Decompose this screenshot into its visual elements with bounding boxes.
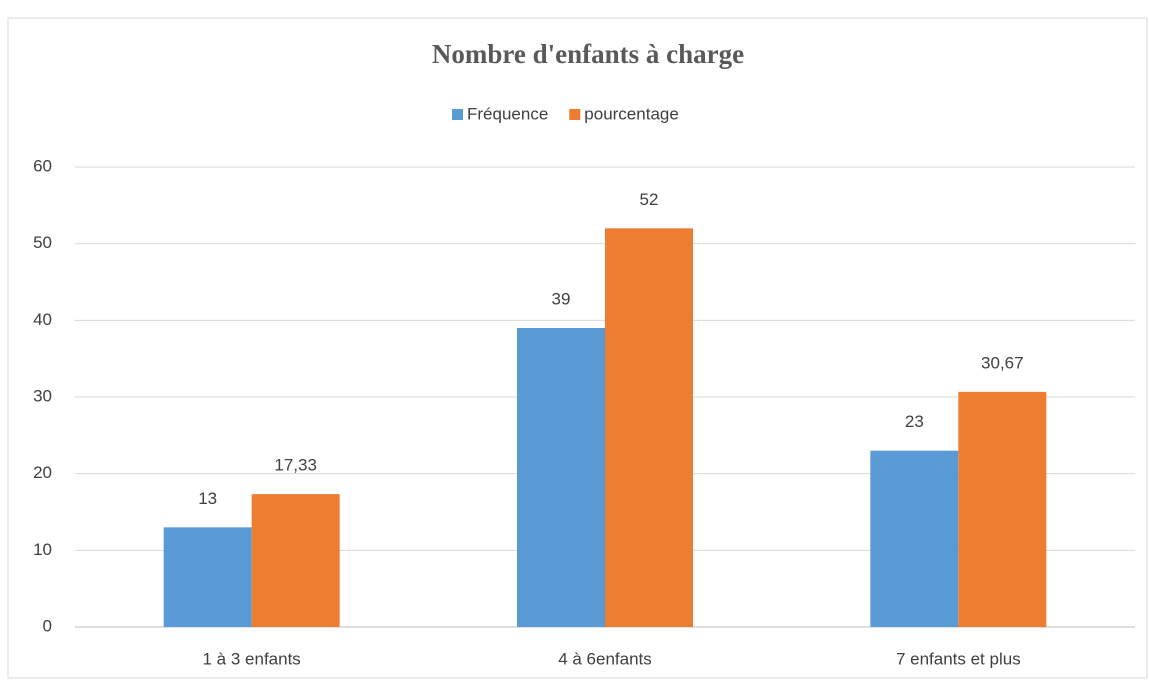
chart-title: Nombre d'enfants à charge	[432, 39, 744, 69]
legend-label: Fréquence	[467, 104, 548, 123]
bar	[958, 391, 1047, 627]
data-label: 39	[552, 289, 571, 308]
legend-label: pourcentage	[584, 104, 679, 123]
bar	[605, 228, 693, 628]
data-label: 13	[198, 489, 217, 508]
y-tick-label: 50	[33, 233, 52, 252]
y-tick-label: 10	[33, 540, 52, 559]
legend-swatch	[569, 109, 581, 120]
y-tick-label: 0	[43, 616, 52, 635]
data-label: 30,67	[981, 353, 1024, 372]
legend-swatch	[452, 109, 463, 120]
y-tick-label: 30	[33, 386, 52, 405]
bar	[517, 328, 605, 627]
x-tick-label: 7 enfants et plus	[896, 649, 1021, 668]
data-label: 52	[640, 190, 659, 209]
y-tick-label: 60	[33, 156, 52, 175]
y-tick-label: 40	[33, 310, 52, 329]
bar	[163, 527, 252, 627]
y-tick-label: 20	[33, 463, 52, 482]
bar	[251, 494, 340, 627]
data-label: 23	[905, 412, 924, 431]
data-label: 17,33	[274, 456, 317, 475]
x-tick-label: 1 à 3 enfants	[203, 649, 301, 668]
bar	[870, 450, 959, 627]
x-tick-label: 4 à 6enfants	[558, 649, 652, 668]
